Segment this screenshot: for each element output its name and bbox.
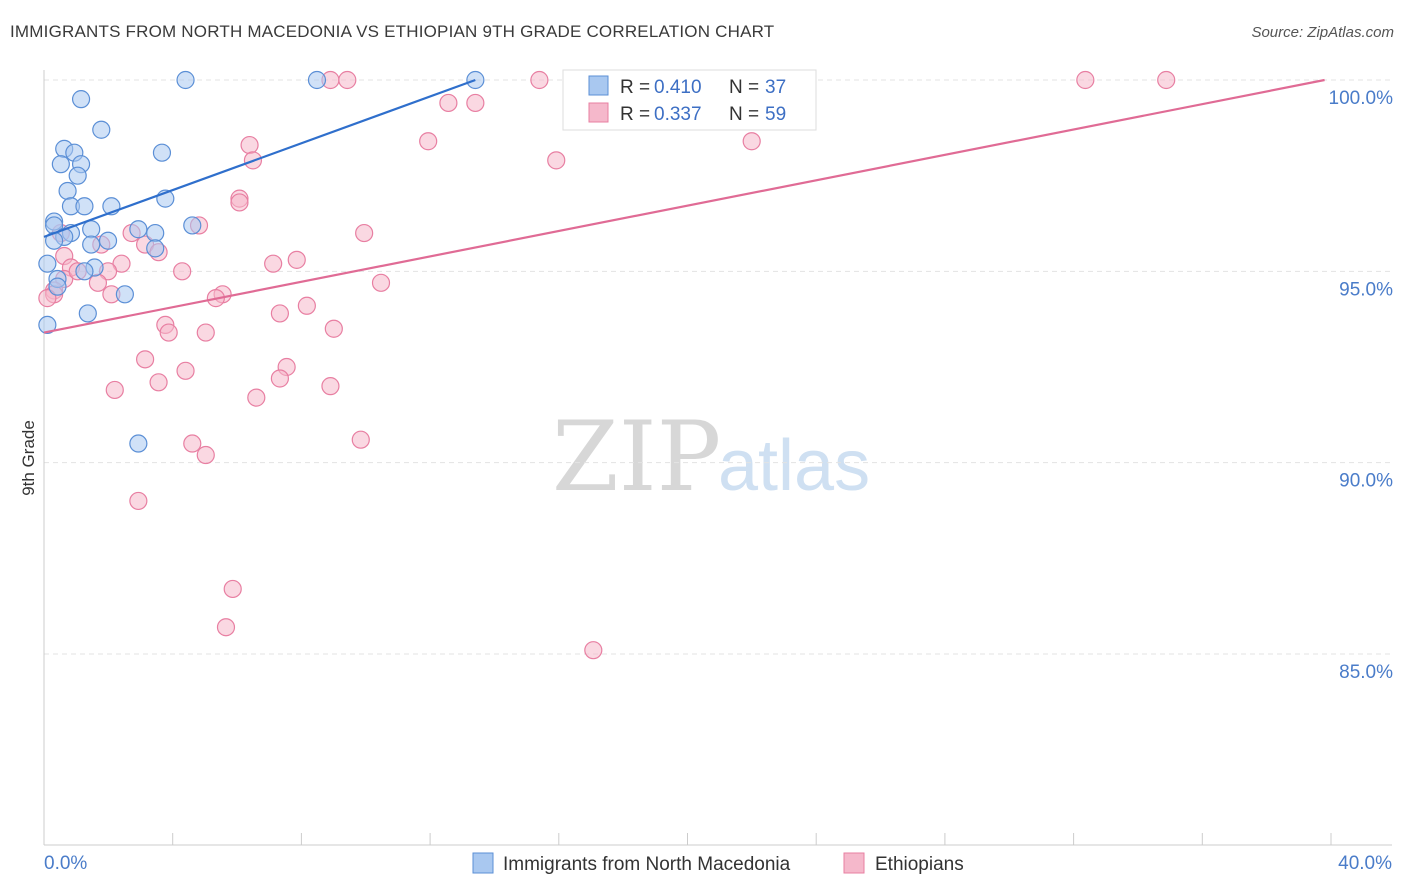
data-point [159, 323, 178, 342]
data-point [176, 70, 195, 90]
data-point [1157, 70, 1176, 90]
data-point [129, 220, 148, 239]
data-point [324, 319, 343, 338]
data-point [247, 388, 266, 407]
data-point [196, 445, 215, 465]
x-tick-label-max: 40.0% [1338, 853, 1392, 874]
data-point [129, 491, 148, 511]
data-point [82, 220, 101, 239]
y-axis-label: 9th Grade [19, 420, 38, 496]
trend-lines [43, 78, 1325, 334]
y-tick-label: 100.0% [1329, 88, 1394, 109]
data-point [371, 273, 391, 292]
y-tick-label: 95.0% [1339, 279, 1393, 300]
data-point [196, 323, 215, 342]
data-point [136, 350, 155, 369]
data-point [38, 289, 57, 308]
watermark-atlas: atlas [718, 426, 870, 506]
data-point [742, 132, 761, 151]
series-legend-label-pink: Ethiopians [875, 854, 964, 875]
north-macedonia-points [38, 70, 485, 453]
data-point [240, 135, 259, 155]
data-point [58, 181, 77, 201]
data-point [216, 618, 236, 637]
data-point [270, 369, 289, 388]
data-point [68, 166, 87, 185]
series-legend-swatch-blue [472, 852, 494, 874]
data-point [105, 380, 124, 400]
data-point [51, 155, 70, 174]
data-point [173, 262, 192, 281]
data-point [78, 304, 97, 323]
data-point [264, 254, 283, 273]
data-point [1076, 70, 1095, 90]
data-point [88, 273, 108, 292]
data-point [355, 223, 374, 243]
source-label: Source: ZipAtlas.com [1251, 24, 1394, 41]
legend-n-label-pink: N = [729, 104, 759, 125]
data-point [223, 579, 242, 599]
series-legend-swatch-pink [843, 852, 865, 874]
data-point [146, 239, 165, 258]
data-point [321, 377, 340, 396]
data-point [351, 430, 370, 449]
data-point [38, 254, 57, 273]
chart-title: IMMIGRANTS FROM NORTH MACEDONIA VS ETHIO… [10, 22, 775, 41]
legend-r-value-blue: 0.410 [654, 77, 702, 98]
series-legend: Immigrants from North Macedonia Ethiopia… [472, 852, 964, 875]
stats-legend: R = 0.410 N = 37 R = 0.337 N = 59 [562, 69, 817, 131]
data-point [112, 254, 131, 273]
legend-n-value-pink: 59 [765, 104, 786, 125]
data-point [547, 151, 566, 170]
watermark-zip: ZIP [552, 401, 721, 513]
legend-swatch-pink [588, 102, 609, 123]
legend-r-label-blue: R = [620, 77, 650, 98]
data-point [98, 231, 118, 250]
series-legend-label-blue: Immigrants from North Macedonia [503, 854, 791, 875]
x-tick-marks [43, 833, 1332, 845]
data-point [584, 641, 603, 660]
data-point [183, 434, 202, 453]
ethiopians-points [38, 70, 1176, 660]
data-point [439, 93, 458, 113]
data-point [297, 296, 316, 315]
y-tick-label: 90.0% [1339, 471, 1393, 492]
trend-line-ethiopians [43, 78, 1325, 334]
legend-r-label-pink: R = [620, 104, 650, 125]
legend-swatch-blue [588, 75, 609, 96]
data-point [38, 315, 57, 335]
data-point [152, 143, 172, 162]
data-point [92, 120, 111, 139]
legend-n-label-blue: N = [729, 77, 759, 98]
data-point [287, 250, 306, 269]
data-point [230, 193, 249, 212]
data-point [82, 235, 101, 254]
data-point [149, 373, 168, 392]
data-point [466, 93, 485, 113]
data-point [176, 361, 195, 380]
axes [43, 70, 1392, 846]
data-point [48, 277, 67, 296]
data-point [146, 223, 165, 243]
trend-line-north-macedonia [43, 78, 476, 238]
y-tick-label: 85.0% [1339, 662, 1393, 683]
data-point [115, 285, 134, 304]
data-point [75, 197, 94, 216]
y-tick-labels: 100.0% 95.0% 90.0% 85.0% [1329, 88, 1394, 683]
x-tick-label-min: 0.0% [44, 853, 87, 874]
legend-n-value-blue: 37 [765, 77, 786, 98]
data-point [183, 216, 202, 235]
data-point [129, 434, 148, 453]
data-point [530, 70, 549, 90]
data-point [75, 262, 94, 281]
legend-r-value-pink: 0.337 [654, 104, 702, 125]
data-point [307, 70, 327, 90]
data-point [71, 90, 91, 109]
data-point [419, 132, 438, 151]
data-point [270, 304, 289, 323]
data-point [338, 70, 357, 90]
